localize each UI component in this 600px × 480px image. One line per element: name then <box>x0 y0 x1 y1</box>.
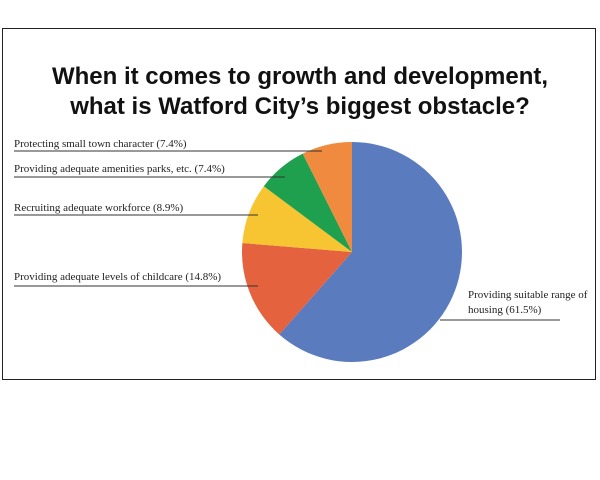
slice-label: Providing suitable range of housing (61.… <box>468 288 588 318</box>
category-label: Providing suitable range of housing <box>468 289 588 316</box>
slice-label: Providing adequate levels of childcare (… <box>14 270 221 285</box>
category-label: Protecting small town character <box>14 138 154 150</box>
chart-frame <box>2 28 596 380</box>
category-label: Recruiting adequate workforce <box>14 202 151 214</box>
value-label: (7.4%) <box>194 163 225 175</box>
value-label: (8.9%) <box>152 202 184 214</box>
value-label: (7.4%) <box>156 138 187 150</box>
pie-slice <box>279 142 463 362</box>
slice-label: Providing adequate amenities parks, etc.… <box>14 162 225 177</box>
pie-slice <box>242 243 352 335</box>
slice-label: Protecting small town character (7.4%) <box>14 137 187 152</box>
pie-slice <box>263 153 352 252</box>
chart-title: When it comes to growth and development,… <box>51 63 549 120</box>
category-label: Providing adequate levels of childcare <box>14 271 183 283</box>
pie-slice <box>242 186 352 252</box>
pie-slice <box>302 142 352 252</box>
value-label: (14.8%) <box>185 271 222 283</box>
category-label: Providing adequate amenities parks, etc. <box>14 163 192 175</box>
slice-label: Recruiting adequate workforce (8.9%) <box>14 201 183 216</box>
value-label: (61.5%) <box>505 304 542 316</box>
